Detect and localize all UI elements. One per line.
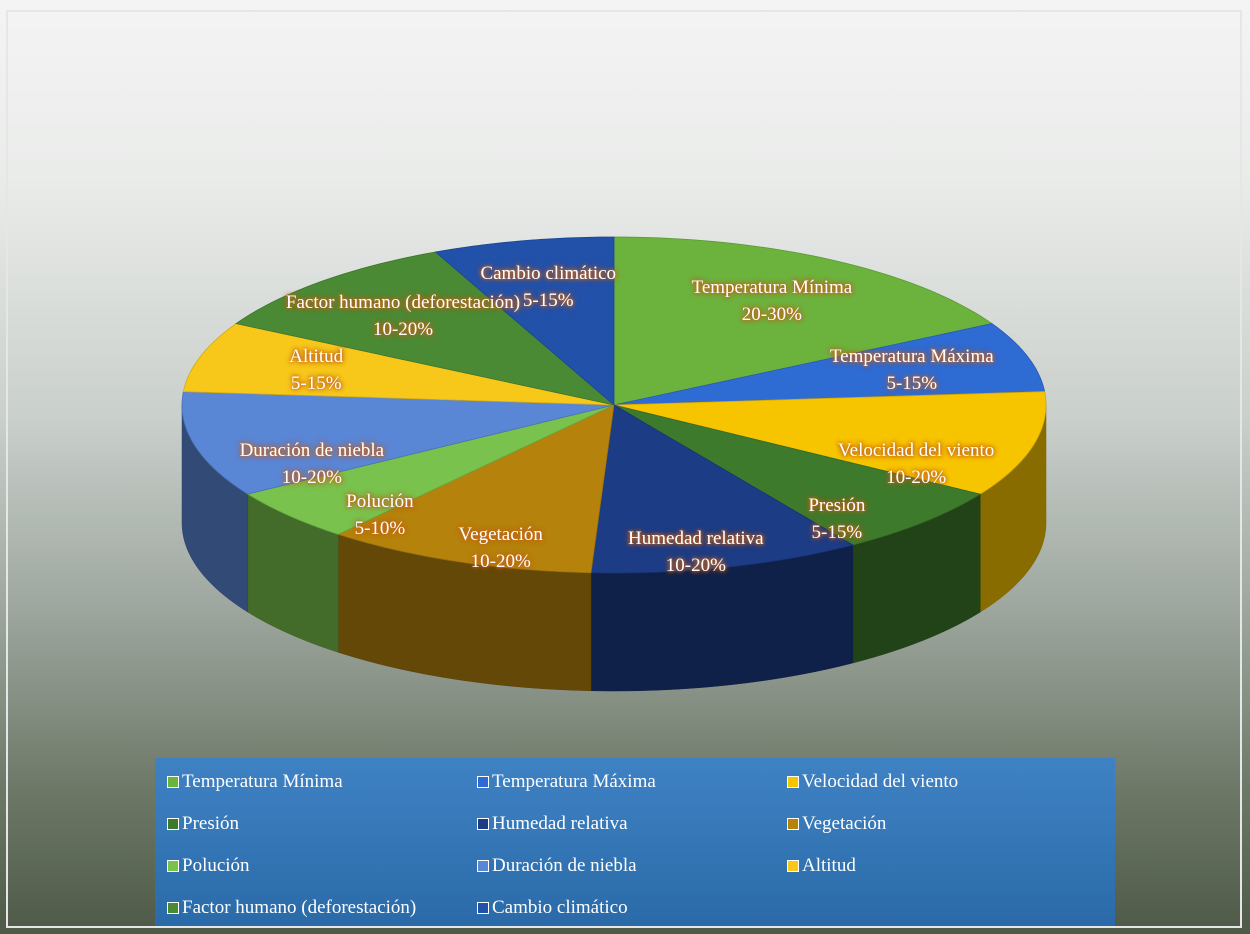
data-label: Temperatura Mínima 20-30% bbox=[692, 274, 853, 328]
legend-label: Polución bbox=[182, 855, 250, 876]
label-name: Duración de niebla bbox=[239, 439, 385, 461]
data-label: Temperatura Máxima 5-15% bbox=[830, 343, 994, 397]
legend-item: Altitud bbox=[787, 845, 1107, 887]
label-name: Altitud bbox=[289, 346, 344, 368]
legend-label: Velocidad del viento bbox=[802, 771, 959, 792]
label-name: Polución bbox=[346, 490, 414, 512]
legend-label: Presión bbox=[182, 813, 239, 834]
legend-item: Cambio climático bbox=[477, 887, 787, 929]
legend-item: Temperatura Máxima bbox=[477, 761, 787, 803]
data-label: Presión 5-15% bbox=[808, 492, 865, 546]
label-name: Temperatura Mínima bbox=[691, 276, 853, 298]
legend-item: Vegetación bbox=[787, 803, 1107, 845]
legend-label: Temperatura Máxima bbox=[492, 771, 656, 792]
slice bbox=[590, 404, 854, 574]
label-value: 5-15% bbox=[522, 289, 574, 311]
legend-label: Altitud bbox=[802, 855, 856, 876]
label-value: 5-15% bbox=[811, 522, 863, 544]
legend-swatch bbox=[167, 776, 179, 788]
label-name: Temperatura Máxima bbox=[829, 346, 994, 368]
legend-item: Humedad relativa bbox=[477, 803, 787, 845]
label-name: Cambio climático bbox=[480, 262, 617, 284]
legend-swatch bbox=[787, 818, 799, 830]
label-value: 10-20% bbox=[665, 554, 726, 576]
slice bbox=[613, 323, 1046, 406]
slice bbox=[613, 391, 1047, 495]
slice bbox=[182, 323, 615, 406]
slice bbox=[434, 236, 615, 406]
legend-swatch bbox=[477, 776, 489, 788]
legend-swatch bbox=[787, 860, 799, 872]
slice bbox=[246, 404, 615, 535]
legend-label: Factor humano (deforestación) bbox=[182, 897, 417, 918]
legend-label: Duración de niebla bbox=[492, 855, 637, 876]
label-value: 5-15% bbox=[886, 373, 938, 395]
label-name: Presión bbox=[808, 495, 866, 517]
data-label: Cambio climático 5-15% bbox=[480, 260, 616, 314]
legend-item: Velocidad del viento bbox=[787, 761, 1107, 803]
label-value: 10-20% bbox=[372, 319, 434, 341]
slice bbox=[613, 404, 982, 546]
legend-label: Cambio climático bbox=[492, 897, 628, 918]
legend: Temperatura Mínima Temperatura Máxima Velo… bbox=[155, 758, 1115, 926]
slice bbox=[181, 391, 615, 495]
label-value: 10-20% bbox=[281, 466, 342, 488]
legend-label: Vegetación bbox=[802, 813, 887, 834]
data-label: Velocidad del viento 10-20% bbox=[838, 437, 994, 491]
legend-swatch bbox=[167, 818, 179, 830]
legend-swatch bbox=[787, 776, 799, 788]
legend-label: Humedad relativa bbox=[492, 813, 628, 834]
slice bbox=[337, 404, 615, 574]
data-label: Duración de niebla 10-20% bbox=[240, 437, 385, 491]
data-label: Vegetación 10-20% bbox=[459, 521, 543, 575]
legend-swatch bbox=[167, 860, 179, 872]
label-name: Factor humano (deforestación) bbox=[285, 292, 521, 314]
slice bbox=[235, 251, 615, 406]
legend-item: Temperatura Mínima bbox=[167, 761, 477, 803]
data-label: Factor humano (deforestación) 10-20% bbox=[286, 289, 520, 343]
legend-item: Polución bbox=[167, 845, 477, 887]
legend-label: Temperatura Mínima bbox=[182, 771, 343, 792]
data-label: Altitud 5-15% bbox=[289, 343, 343, 397]
legend-item: Duración de niebla bbox=[477, 845, 787, 887]
frame bbox=[6, 10, 1242, 928]
slice bbox=[613, 236, 993, 406]
legend-swatch bbox=[167, 902, 179, 914]
legend-item: Presión bbox=[167, 803, 477, 845]
label-name: Vegetación bbox=[458, 523, 543, 545]
label-name: Humedad relativa bbox=[628, 527, 764, 549]
label-value: 20-30% bbox=[741, 303, 802, 325]
legend-swatch bbox=[477, 818, 489, 830]
label-value: 5-10% bbox=[354, 517, 406, 539]
legend-swatch bbox=[477, 860, 489, 872]
label-value: 5-15% bbox=[290, 373, 342, 395]
legend-swatch bbox=[477, 902, 489, 914]
label-value: 10-20% bbox=[886, 466, 947, 488]
data-label: Polución 5-10% bbox=[346, 488, 414, 542]
label-name: Velocidad del viento bbox=[838, 439, 995, 461]
data-label: Humedad relativa 10-20% bbox=[628, 525, 764, 579]
legend-item: Factor humano (deforestación) bbox=[167, 887, 477, 929]
label-value: 10-20% bbox=[470, 550, 531, 572]
